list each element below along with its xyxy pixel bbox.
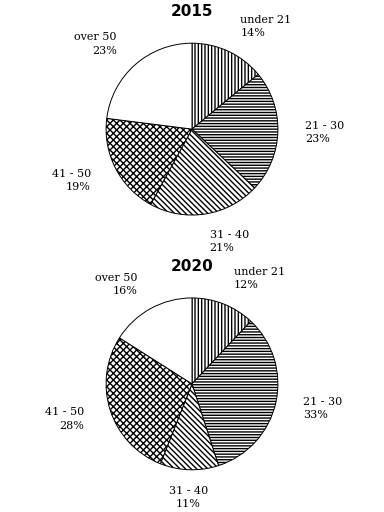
Wedge shape — [107, 43, 192, 129]
Wedge shape — [151, 129, 255, 215]
Wedge shape — [106, 338, 192, 464]
Text: under 21
12%: under 21 12% — [234, 267, 285, 290]
Text: under 21
14%: under 21 14% — [240, 15, 291, 38]
Wedge shape — [192, 74, 278, 188]
Wedge shape — [192, 298, 251, 384]
Text: 31 - 40
11%: 31 - 40 11% — [169, 485, 208, 509]
Text: 21 - 30
33%: 21 - 30 33% — [303, 397, 342, 420]
Text: 41 - 50
19%: 41 - 50 19% — [52, 169, 91, 192]
Text: 21 - 30
23%: 21 - 30 23% — [305, 121, 344, 144]
Text: 41 - 50
28%: 41 - 50 28% — [45, 408, 84, 431]
Text: over 50
23%: over 50 23% — [74, 32, 117, 56]
Title: 2020: 2020 — [170, 259, 214, 274]
Text: over 50
16%: over 50 16% — [95, 273, 137, 296]
Title: 2015: 2015 — [171, 4, 213, 19]
Wedge shape — [192, 321, 278, 465]
Wedge shape — [161, 384, 218, 470]
Wedge shape — [192, 43, 258, 129]
Wedge shape — [119, 298, 192, 384]
Text: 31 - 40
21%: 31 - 40 21% — [210, 229, 249, 253]
Wedge shape — [106, 118, 192, 204]
